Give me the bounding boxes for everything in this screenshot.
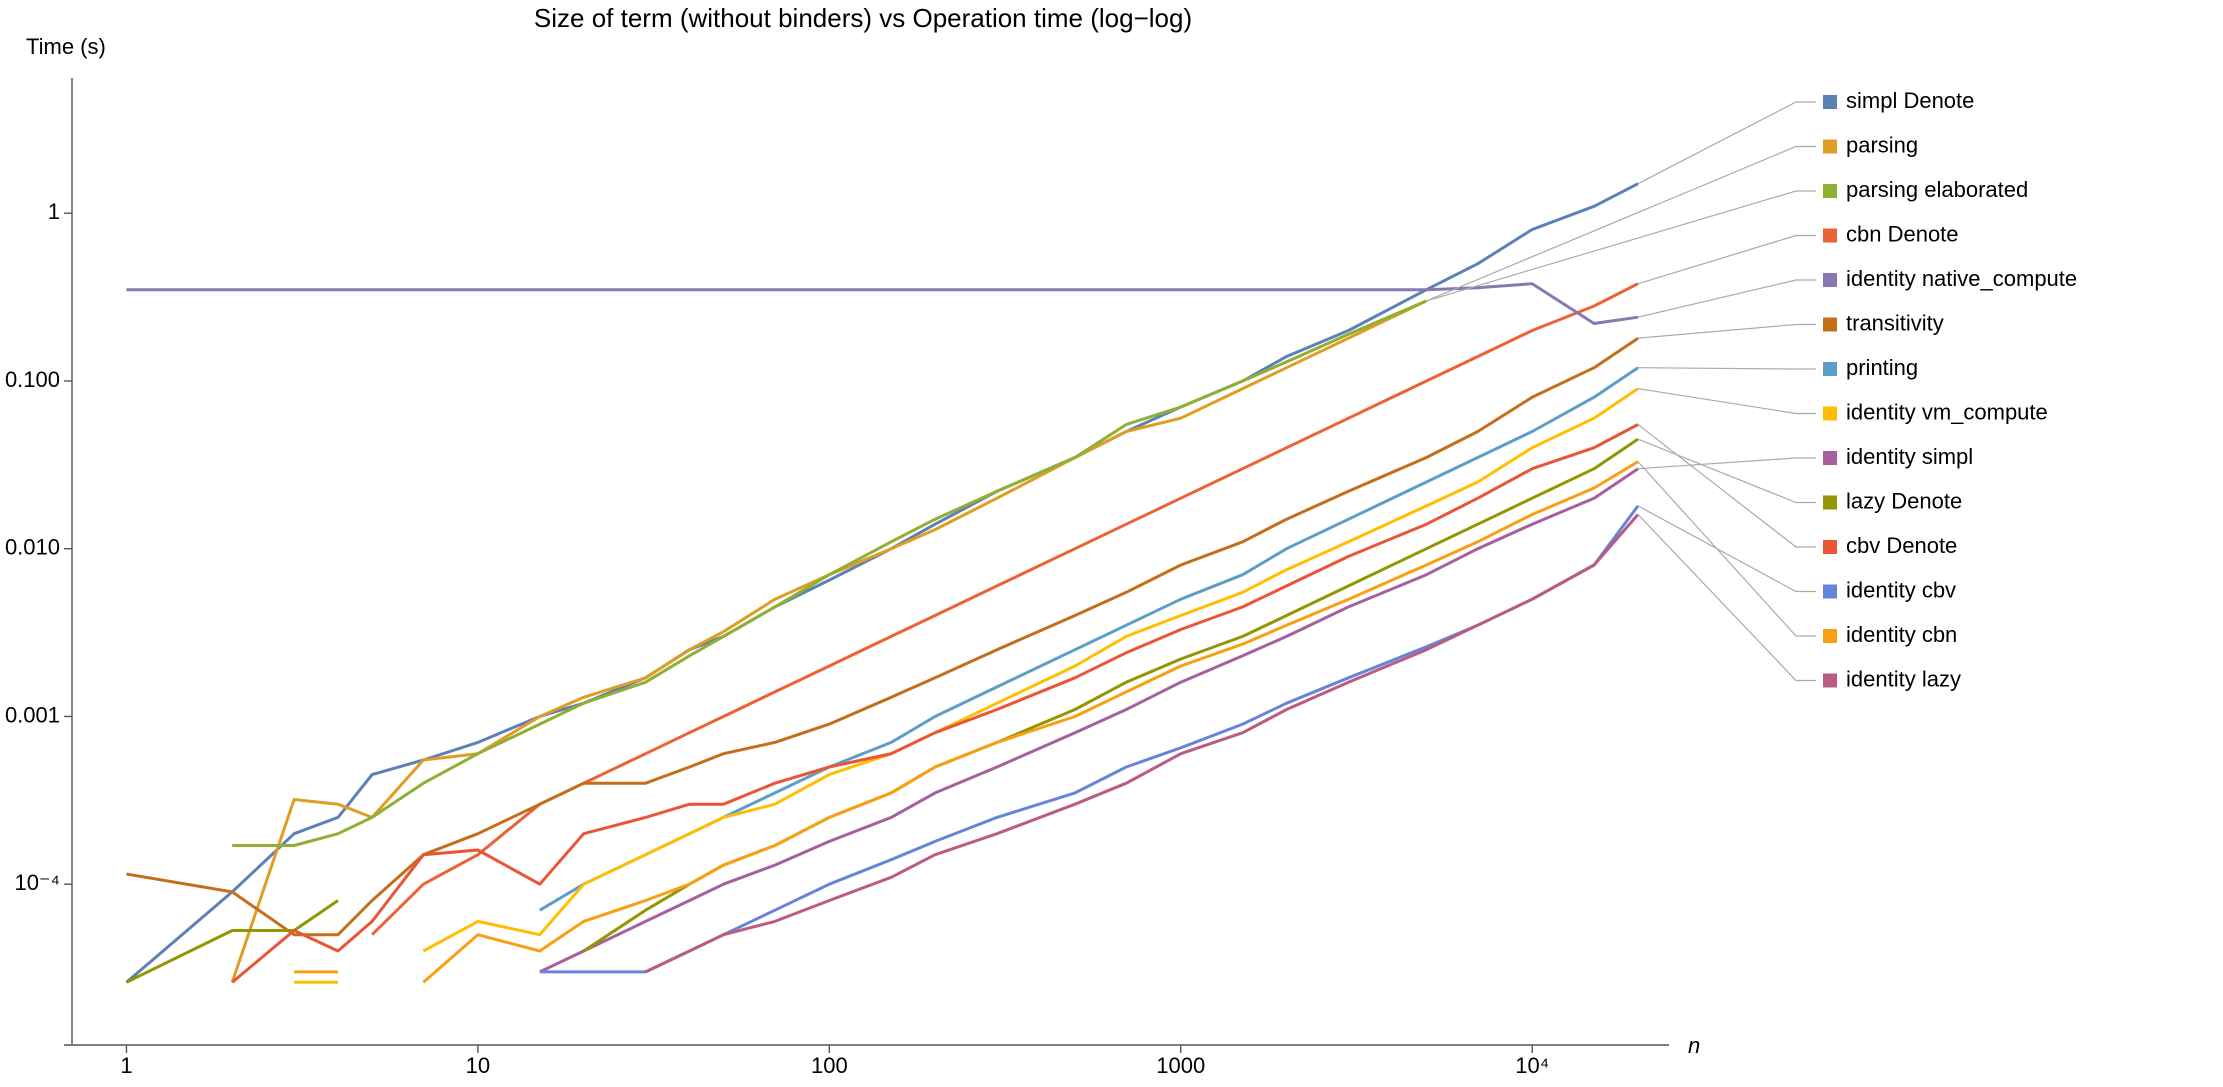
series-line bbox=[371, 282, 1639, 936]
x-tick-label: 1000 bbox=[1156, 1053, 1205, 1078]
legend-swatch bbox=[1823, 451, 1837, 465]
series-line bbox=[126, 336, 1639, 937]
x-tick-label: 10⁴ bbox=[1515, 1053, 1549, 1078]
legend-label: transitivity bbox=[1846, 310, 1944, 335]
y-tick-label: 1 bbox=[48, 199, 60, 224]
series-line bbox=[294, 460, 1639, 984]
legend-label: parsing elaborated bbox=[1846, 177, 2028, 202]
leader-line bbox=[1637, 505, 1816, 593]
legend-swatch bbox=[1823, 629, 1837, 643]
leader-line bbox=[1637, 514, 1816, 682]
leader-line bbox=[1637, 438, 1816, 504]
series-line bbox=[294, 387, 1639, 984]
leader-line bbox=[1426, 145, 1816, 302]
legend-label: simpl Denote bbox=[1846, 88, 1974, 113]
legend-label: printing bbox=[1846, 355, 1918, 380]
leader-line bbox=[1637, 388, 1816, 415]
leader-line bbox=[1637, 424, 1816, 548]
y-tick-label: 10⁻⁴ bbox=[14, 870, 60, 895]
legend-swatch bbox=[1823, 495, 1837, 510]
legend-label: lazy Denote bbox=[1846, 488, 1962, 513]
y-tick-label: 0.100 bbox=[5, 367, 60, 392]
legend-label: identity simpl bbox=[1846, 444, 1973, 469]
y-axis-label: Time (s) bbox=[26, 34, 106, 59]
legend-label: cbn Denote bbox=[1846, 221, 1959, 246]
legend-swatch bbox=[1823, 95, 1837, 109]
series-line bbox=[539, 467, 1639, 974]
series-line bbox=[126, 282, 1639, 325]
leader-line bbox=[1637, 279, 1816, 318]
legend-swatch bbox=[1823, 273, 1837, 287]
legend-label: identity cbv bbox=[1846, 577, 1956, 602]
legend-label: identity native_compute bbox=[1846, 266, 2077, 291]
series-line bbox=[231, 423, 1639, 984]
series-line bbox=[125, 182, 1639, 984]
y-tick-label: 0.001 bbox=[5, 702, 60, 727]
legend-swatch bbox=[1823, 362, 1837, 376]
legend-swatch bbox=[1823, 184, 1837, 198]
legend-label: identity cbn bbox=[1846, 622, 1957, 647]
leader-line bbox=[1637, 323, 1816, 339]
legend-label: cbv Denote bbox=[1846, 533, 1957, 558]
legend-swatch bbox=[1823, 673, 1837, 688]
series-line bbox=[644, 513, 1640, 974]
legend-swatch bbox=[1823, 139, 1837, 154]
legend-swatch bbox=[1823, 406, 1837, 421]
leader-line bbox=[1638, 367, 1816, 370]
series-line bbox=[232, 299, 1427, 847]
leader-line bbox=[1637, 234, 1816, 285]
series-line bbox=[125, 437, 1639, 984]
legend-swatch bbox=[1823, 584, 1837, 599]
legend-label: identity lazy bbox=[1846, 666, 1961, 691]
x-tick-label: 100 bbox=[811, 1053, 848, 1078]
leader-line bbox=[1637, 461, 1816, 637]
chart-title: Size of term (without binders) vs Operat… bbox=[534, 3, 1192, 33]
legend-swatch bbox=[1823, 228, 1837, 243]
y-tick-label: 0.010 bbox=[5, 535, 60, 560]
leader-line bbox=[1637, 457, 1816, 470]
legend-swatch bbox=[1823, 317, 1837, 332]
series-line bbox=[230, 299, 1428, 983]
legend-swatch bbox=[1823, 540, 1837, 554]
leader-line bbox=[1426, 190, 1816, 302]
series-line bbox=[539, 505, 1640, 974]
legend-label: identity vm_compute bbox=[1846, 399, 2048, 424]
x-axis-label: n bbox=[1688, 1033, 1700, 1058]
x-tick-label: 10 bbox=[466, 1053, 490, 1078]
x-tick-label: 1 bbox=[120, 1053, 132, 1078]
legend-label: parsing bbox=[1846, 132, 1918, 157]
leader-line bbox=[1637, 101, 1816, 185]
